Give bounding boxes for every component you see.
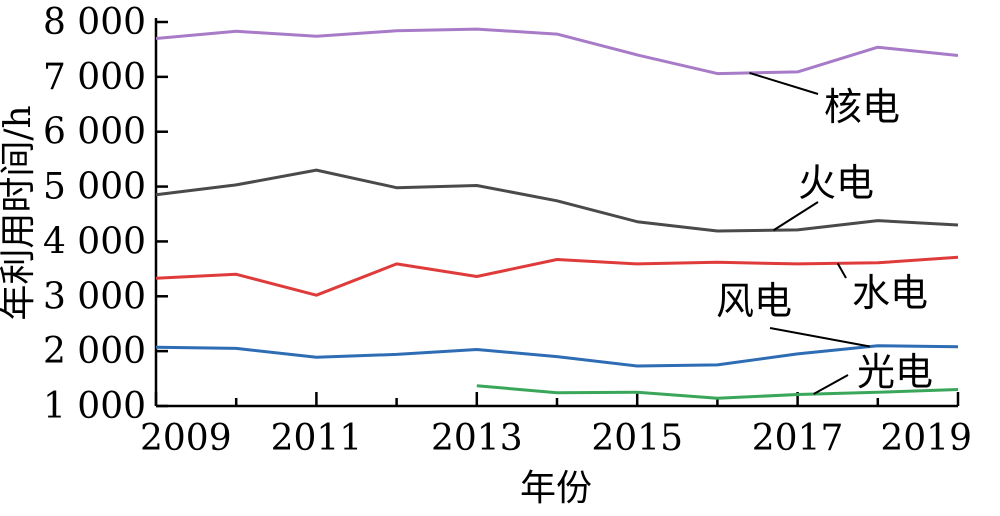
x-axis-title: 年份 xyxy=(520,468,592,509)
x-tick-label: 2011 xyxy=(271,418,363,459)
y-tick-label: 7 000 xyxy=(43,57,146,98)
series-lines xyxy=(155,27,959,400)
series-line-1 xyxy=(155,27,959,76)
series-line-4 xyxy=(155,344,959,368)
series-line-2 xyxy=(155,168,959,233)
y-tick-label: 2 000 xyxy=(43,331,146,372)
series-leader-line xyxy=(749,71,819,95)
series-label: 水电 xyxy=(852,271,928,315)
axes: 1 000 2 000 3 000 4 000 5 000 6 000 7 000 8 000… xyxy=(43,2,972,459)
series-line-3 xyxy=(155,255,959,297)
x-tick-label: 2009 xyxy=(140,418,232,459)
series-label: 光电 xyxy=(857,350,933,394)
y-tick-label: 5 000 xyxy=(43,167,146,208)
series-label: 风电 xyxy=(716,279,792,323)
y-tick-label: 8 000 xyxy=(43,2,146,43)
x-tick-label: 2017 xyxy=(752,418,844,459)
y-tick-label: 4 000 xyxy=(43,221,146,262)
series-leader-line xyxy=(813,374,849,395)
y-tick-label: 3 000 xyxy=(43,276,146,317)
series-label: 核电 xyxy=(824,85,900,129)
series-leader-line xyxy=(769,327,870,348)
x-tick-label: 2013 xyxy=(431,418,523,459)
series-leader-line xyxy=(836,262,847,279)
y-axis-title: 年利用时间/h xyxy=(0,105,39,320)
x-tick-label: 2019 xyxy=(880,418,972,459)
y-tick-label: 1 000 xyxy=(43,386,146,427)
y-tick-label: 6 000 xyxy=(43,112,146,153)
series-leader-line xyxy=(773,201,819,232)
series-line-5 xyxy=(476,384,959,400)
x-tick-label: 2015 xyxy=(591,418,683,459)
series-label: 火电 xyxy=(798,161,874,205)
